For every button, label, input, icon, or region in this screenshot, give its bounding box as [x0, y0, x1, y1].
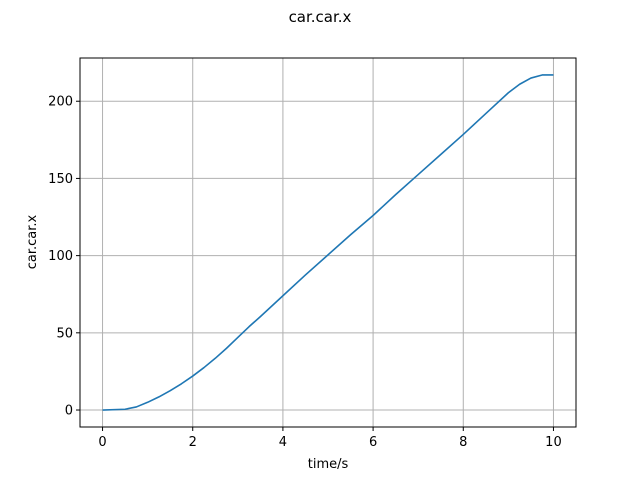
x-tick-label: 6	[369, 435, 377, 450]
y-tick-label: 50	[56, 326, 73, 341]
y-tick-label: 200	[48, 95, 73, 110]
x-tick-label: 10	[545, 435, 562, 450]
y-axis: 0 50 100 150 200	[48, 95, 80, 419]
chart-title: car.car.x	[289, 8, 352, 26]
series-line	[102, 74, 554, 411]
y-axis-label: car.car.x	[25, 214, 40, 269]
x-axis-label: time/s	[308, 457, 349, 472]
x-tick-label: 8	[459, 435, 467, 450]
y-tick-label: 100	[48, 249, 73, 264]
grid-lines	[80, 58, 576, 427]
series-group	[102, 74, 554, 411]
x-tick-label: 4	[279, 435, 287, 450]
plot-area-frame	[79, 57, 577, 428]
x-tick-label: 2	[189, 435, 197, 450]
x-axis: 0 2 4 6 8 10	[98, 427, 562, 450]
y-tick-label: 150	[48, 172, 73, 187]
x-tick-label: 0	[98, 435, 106, 450]
y-tick-label: 0	[65, 404, 73, 419]
